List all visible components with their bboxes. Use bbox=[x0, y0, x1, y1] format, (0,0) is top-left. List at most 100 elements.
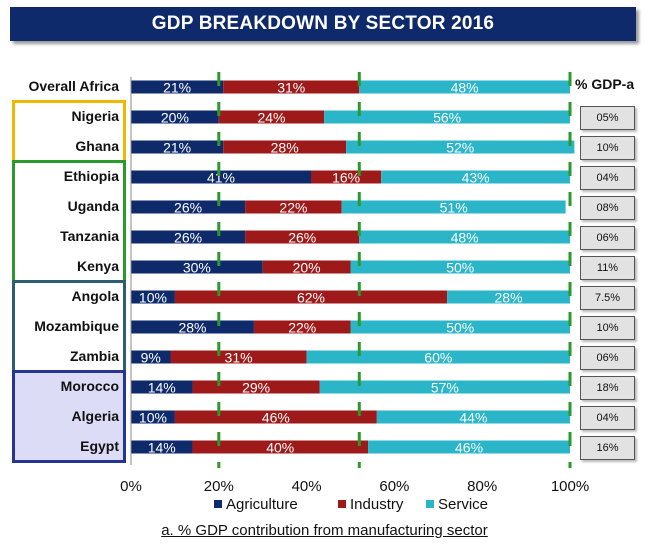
row-label-kenya: Kenya bbox=[76, 258, 119, 274]
bar-mozambique-industry bbox=[253, 320, 351, 334]
bar-ghana-agriculture bbox=[131, 140, 224, 154]
bar-angola-industry bbox=[174, 290, 448, 304]
row-label-ghana: Ghana bbox=[75, 138, 119, 154]
legend-label-service: Service bbox=[438, 496, 488, 513]
data-label-overall-africa-industry: 31% bbox=[277, 80, 305, 96]
data-label-nigeria-agriculture: 20% bbox=[161, 110, 189, 126]
data-label-zambia-service: 60% bbox=[424, 350, 452, 366]
bar-zambia-service bbox=[306, 350, 570, 364]
data-label-mozambique-service: 50% bbox=[446, 320, 474, 336]
data-label-tanzania-agriculture: 26% bbox=[174, 230, 202, 246]
bar-zambia-agriculture bbox=[131, 350, 171, 364]
bar-tanzania-service bbox=[359, 230, 570, 244]
bar-ethiopia-agriculture bbox=[131, 170, 311, 184]
legend-label-industry: Industry bbox=[350, 496, 404, 513]
data-label-kenya-agriculture: 30% bbox=[183, 260, 211, 276]
data-label-kenya-industry: 20% bbox=[293, 260, 321, 276]
row-label-zambia: Zambia bbox=[69, 348, 119, 364]
gdpa-value-nigeria: 05% bbox=[580, 106, 635, 130]
bar-uganda-agriculture bbox=[131, 200, 246, 214]
x-tick-label: 80% bbox=[467, 478, 497, 495]
data-label-algeria-service: 44% bbox=[459, 410, 487, 426]
row-label-nigeria: Nigeria bbox=[71, 108, 119, 124]
gdpa-value-morocco: 18% bbox=[580, 376, 635, 400]
data-label-kenya-service: 50% bbox=[446, 260, 474, 276]
data-label-ghana-agriculture: 21% bbox=[163, 140, 191, 156]
data-label-algeria-agriculture: 10% bbox=[139, 410, 167, 426]
bar-algeria-agriculture bbox=[131, 410, 175, 424]
bar-morocco-service bbox=[319, 380, 570, 394]
gdpa-value-uganda: 08% bbox=[580, 196, 635, 220]
data-label-egypt-agriculture: 14% bbox=[148, 440, 176, 456]
bar-tanzania-industry bbox=[245, 230, 360, 244]
data-label-tanzania-service: 48% bbox=[451, 230, 479, 246]
footnote: a. % GDP contribution from manufacturing… bbox=[161, 522, 488, 539]
data-label-ghana-service: 52% bbox=[446, 140, 474, 156]
bar-morocco-agriculture bbox=[131, 380, 193, 394]
bar-algeria-industry bbox=[174, 410, 377, 424]
data-label-angola-agriculture: 10% bbox=[139, 290, 167, 306]
bar-egypt-service bbox=[368, 440, 570, 454]
data-label-uganda-service: 51% bbox=[440, 200, 468, 216]
legend-swatch-industry bbox=[338, 500, 346, 508]
region-box-north bbox=[12, 370, 126, 463]
gdpa-value-ghana: 10% bbox=[580, 136, 635, 160]
data-label-angola-industry: 62% bbox=[297, 290, 325, 306]
data-label-mozambique-industry: 22% bbox=[288, 320, 316, 336]
data-label-uganda-industry: 22% bbox=[279, 200, 307, 216]
bar-mozambique-service bbox=[350, 320, 570, 334]
bar-algeria-service bbox=[376, 410, 570, 424]
gdpa-value-zambia: 06% bbox=[580, 346, 635, 370]
bar-egypt-industry bbox=[192, 440, 369, 454]
legend-label-agriculture: Agriculture bbox=[226, 496, 298, 513]
gdpa-value-tanzania: 06% bbox=[580, 226, 635, 250]
gdpa-header: % GDP-a bbox=[575, 76, 635, 92]
bar-kenya-service bbox=[350, 260, 570, 274]
bar-overall-africa-industry bbox=[223, 80, 360, 94]
bar-nigeria-service bbox=[324, 110, 570, 124]
data-label-morocco-service: 57% bbox=[431, 380, 459, 396]
row-label-tanzania: Tanzania bbox=[60, 228, 119, 244]
row-label-overall-africa: Overall Africa bbox=[28, 78, 119, 94]
x-tick-label: 20% bbox=[204, 478, 234, 495]
bar-angola-agriculture bbox=[131, 290, 175, 304]
gdpa-value-mozambique: 10% bbox=[580, 316, 635, 340]
bar-ethiopia-industry bbox=[310, 170, 382, 184]
row-label-morocco: Morocco bbox=[60, 378, 119, 394]
data-label-tanzania-industry: 26% bbox=[288, 230, 316, 246]
bar-ghana-service bbox=[346, 140, 575, 154]
bar-nigeria-industry bbox=[218, 110, 325, 124]
bar-egypt-agriculture bbox=[131, 440, 193, 454]
bar-ghana-industry bbox=[223, 140, 347, 154]
data-label-angola-service: 28% bbox=[495, 290, 523, 306]
data-label-algeria-industry: 46% bbox=[262, 410, 290, 426]
gdpa-value-egypt: 16% bbox=[580, 436, 635, 460]
bar-tanzania-agriculture bbox=[131, 230, 246, 244]
bar-kenya-agriculture bbox=[131, 260, 263, 274]
row-label-algeria: Algeria bbox=[71, 408, 119, 424]
row-label-angola: Angola bbox=[71, 288, 119, 304]
bar-overall-africa-agriculture bbox=[131, 80, 224, 94]
data-label-zambia-agriculture: 9% bbox=[141, 350, 161, 366]
gdpa-value-algeria: 04% bbox=[580, 406, 635, 430]
bar-uganda-service bbox=[341, 200, 566, 214]
bar-morocco-industry bbox=[192, 380, 320, 394]
x-tick-label: 100% bbox=[551, 478, 589, 495]
chart-title: GDP BREAKDOWN BY SECTOR 2016 bbox=[10, 7, 636, 41]
bar-mozambique-agriculture bbox=[131, 320, 254, 334]
row-label-mozambique: Mozambique bbox=[34, 318, 119, 334]
bar-zambia-industry bbox=[170, 350, 307, 364]
gdpa-value-angola: 7.5% bbox=[580, 286, 635, 310]
data-label-morocco-agriculture: 14% bbox=[148, 380, 176, 396]
data-label-ethiopia-agriculture: 41% bbox=[207, 170, 235, 186]
data-label-uganda-agriculture: 26% bbox=[174, 200, 202, 216]
bar-nigeria-agriculture bbox=[131, 110, 219, 124]
row-label-egypt: Egypt bbox=[80, 438, 119, 454]
data-label-mozambique-agriculture: 28% bbox=[178, 320, 206, 336]
bar-kenya-industry bbox=[262, 260, 351, 274]
data-label-nigeria-service: 56% bbox=[433, 110, 461, 126]
data-label-nigeria-industry: 24% bbox=[257, 110, 285, 126]
legend-swatch-agriculture bbox=[214, 500, 222, 508]
data-label-egypt-industry: 40% bbox=[266, 440, 294, 456]
